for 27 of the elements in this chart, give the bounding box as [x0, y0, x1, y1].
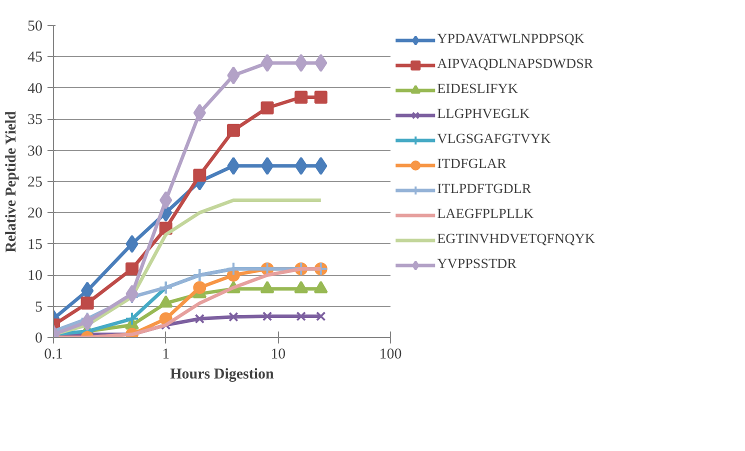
x-tick-label: 1	[162, 346, 170, 362]
x-tick-label: 10	[270, 346, 286, 362]
legend-label: EIDESLIFYK	[437, 82, 518, 98]
legend-label: AIPVAQDLNAPSDWDSR	[437, 57, 594, 73]
y-tick-label: 10	[28, 268, 42, 284]
legend-label: YVPPSSTDR	[437, 257, 516, 273]
x-axis-title: Hours Digestion	[170, 366, 275, 382]
legend-label: ITDFGLAR	[437, 157, 506, 173]
legend-label: ITLPDFTGDLR	[437, 182, 532, 198]
legend-label: VLGSGAFGTVYK	[437, 132, 551, 148]
y-tick-label: 25	[28, 174, 42, 190]
legend-label: YPDAVATWLNPDPSQK	[437, 32, 584, 48]
y-tick-label: 50	[28, 18, 42, 34]
x-tick-label: 100	[379, 346, 402, 362]
y-tick-label: 20	[28, 206, 42, 222]
y-tick-label: 15	[28, 236, 42, 253]
legend-label: EGTINVHDVETQFNQYK	[437, 232, 595, 248]
y-tick-label: 35	[28, 112, 42, 128]
x-tick-label: 0.1	[44, 346, 63, 362]
y-tick-label: 45	[28, 50, 42, 66]
y-tick-label: 5	[35, 299, 42, 316]
legend-label: LLGPHVEGLK	[437, 107, 530, 123]
y-tick-label: 30	[28, 143, 42, 160]
y-tick-label: 0	[35, 330, 42, 346]
legend-label: LAEGFPLPLLK	[437, 207, 534, 223]
y-axis-title: Relative Peptide Yield	[4, 110, 20, 252]
y-tick-label: 40	[28, 80, 42, 97]
